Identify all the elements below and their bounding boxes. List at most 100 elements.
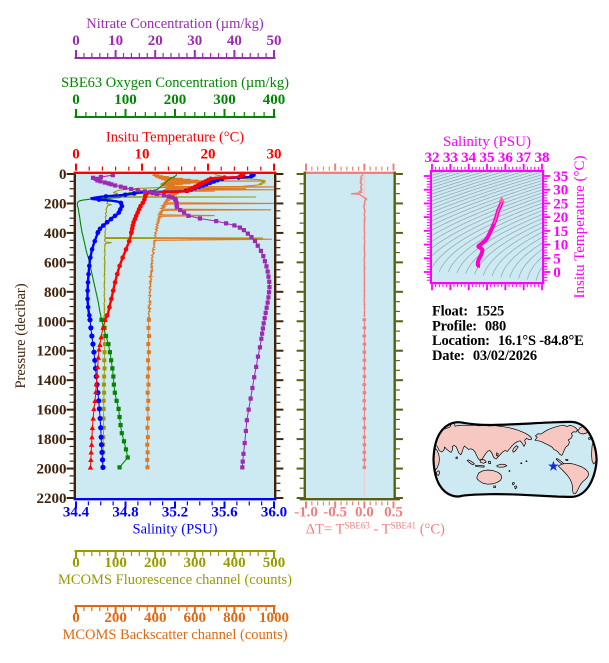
ts-x-tick-label: 35 <box>480 150 495 166</box>
series-oxygen <box>76 174 178 470</box>
density-contour <box>432 172 542 209</box>
data-marker <box>111 382 116 387</box>
backscatter-tick-label: 800 <box>223 610 246 626</box>
data-marker <box>362 435 367 440</box>
data-marker <box>123 447 129 452</box>
data-marker <box>102 374 107 379</box>
data-marker <box>112 390 117 395</box>
data-marker <box>362 450 367 455</box>
data-marker <box>100 464 106 470</box>
delta-t-chart: -1.0 -0.5 0.0 0.5ΔT= TSBE63 - TSBE41 (°C) <box>294 163 445 537</box>
data-marker <box>104 313 110 318</box>
ts-frame <box>429 169 545 285</box>
info-line: Float: 1525 <box>432 304 504 320</box>
map-landmass <box>455 456 458 460</box>
data-marker <box>223 221 229 226</box>
salinity-axis: 34.4 34.8 35.2 35.6 36.0 Salinity (PSU) <box>63 498 287 537</box>
info-line: Date: 03/02/2026 <box>432 348 537 364</box>
data-marker <box>131 191 137 196</box>
ts-y-tick-label: 35 <box>553 169 568 185</box>
density-contour <box>456 214 542 274</box>
data-marker <box>103 194 109 199</box>
map-outline <box>432 420 598 499</box>
map-landmass <box>511 482 515 486</box>
oxygen-tick-label: 100 <box>114 92 137 108</box>
density-contour <box>432 199 542 257</box>
pressure-tick-label: 1400 <box>37 373 67 389</box>
data-marker <box>106 181 111 186</box>
delta-t-tick-label: 0.0 <box>355 504 374 520</box>
map-landmass <box>525 460 528 462</box>
nitrate-tick-label: 0 <box>72 33 80 49</box>
data-marker <box>102 350 107 355</box>
fluorescence-tick-label: 400 <box>223 555 246 571</box>
data-marker <box>362 317 367 322</box>
data-marker <box>99 457 106 463</box>
data-marker <box>145 457 150 462</box>
data-marker <box>174 200 179 206</box>
data-marker <box>265 300 270 305</box>
data-marker <box>240 465 245 470</box>
density-contour <box>474 222 542 275</box>
data-marker <box>265 269 270 274</box>
oxygen-axis-title: SBE63 Oxygen Concentration (µm/kg) <box>61 75 289 91</box>
data-marker <box>88 255 93 260</box>
data-marker <box>145 390 150 395</box>
data-marker <box>112 280 118 285</box>
pressure-axis-title: Pressure (decibar) <box>13 283 29 388</box>
data-marker <box>261 321 266 326</box>
data-marker <box>114 398 119 403</box>
data-marker <box>267 285 272 290</box>
data-marker <box>102 180 108 185</box>
temperature-tick-label: 10 <box>135 147 150 163</box>
delta-t-title-part: SBE41 <box>391 520 417 530</box>
density-contour <box>483 227 542 276</box>
pressure-tick-label: 200 <box>44 196 67 212</box>
density-contour <box>432 189 542 236</box>
data-marker <box>102 317 108 322</box>
delta-t-line <box>350 174 368 317</box>
series-nitrate <box>90 173 272 470</box>
ts-y-tick-label: 25 <box>553 196 568 212</box>
map-landmass <box>436 470 440 476</box>
data-marker <box>129 230 134 236</box>
ts-y-axis-title: Insitu Temperature (°C) <box>572 156 588 299</box>
oxygen-tick-label: 200 <box>164 92 187 108</box>
backscatter-tick-label: 1000 <box>259 610 289 626</box>
density-contour <box>432 172 475 185</box>
data-marker <box>238 173 243 179</box>
data-marker <box>148 190 153 195</box>
main-profile-chart <box>76 172 275 498</box>
nitrate-tick-label: 20 <box>148 33 163 49</box>
data-marker <box>98 434 104 440</box>
data-marker <box>174 205 180 210</box>
data-marker <box>94 372 100 378</box>
data-marker <box>362 334 367 338</box>
density-contour <box>432 172 514 198</box>
data-marker <box>362 382 367 387</box>
data-marker <box>96 197 102 202</box>
density-contour <box>535 267 542 281</box>
data-marker <box>128 186 134 192</box>
data-marker <box>140 200 146 206</box>
ts-y-tick-label: 0 <box>553 265 561 281</box>
data-marker <box>252 375 257 380</box>
data-marker <box>101 406 106 411</box>
data-marker <box>222 175 227 180</box>
oxygen-tick-label: 0 <box>72 92 80 108</box>
data-marker <box>254 364 259 370</box>
density-contour <box>491 231 542 277</box>
fluorescence-tick-label: 0 <box>72 555 80 571</box>
data-marker <box>197 216 203 221</box>
data-marker <box>362 425 367 430</box>
data-marker <box>362 366 367 371</box>
ts-x-tick-label: 38 <box>535 150 550 166</box>
map-land-group <box>433 422 597 495</box>
map-landmass <box>479 459 487 464</box>
ts-x-axis-title: Salinity (PSU) <box>443 134 531 150</box>
data-marker <box>87 464 94 470</box>
data-marker <box>244 418 249 423</box>
density-contour <box>432 172 455 179</box>
data-marker <box>95 230 101 236</box>
